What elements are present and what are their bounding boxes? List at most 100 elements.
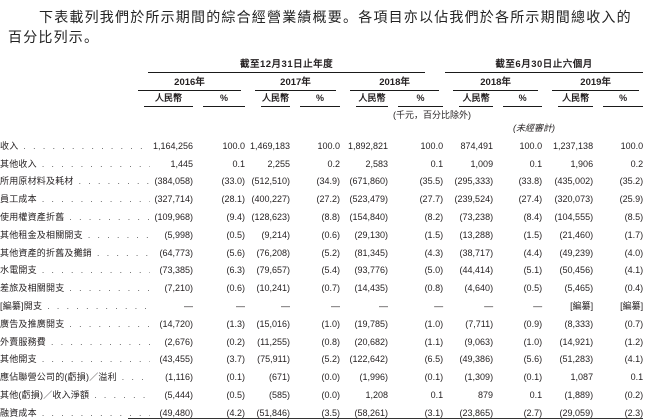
row-label: 融資成本 (0, 408, 37, 419)
cell-value: [編纂] (620, 300, 644, 311)
cell-value: 874,491 (460, 140, 494, 151)
cell-value: (5.6) (226, 247, 245, 258)
cell-value: (10,241) (256, 283, 290, 294)
cell-value: (5,998) (164, 229, 193, 240)
intro-paragraph: 下表載列我們於所示期間的綜合經營業績概要。各項目亦以佔我們於各所示期間總收入的 … (8, 9, 632, 45)
cell-value: (23,865) (443, 399, 494, 419)
cell-value: (154,840) (349, 211, 388, 222)
cell-value: (13,288) (459, 229, 494, 240)
cell-value: (3.7) (226, 354, 245, 365)
dot-leader: . . . . . . . . . . . . . . . . . . . . … (69, 284, 150, 293)
cell-value: (327,714) (154, 194, 193, 205)
dot-leader: . . . . . . . . . . . . . . . . . . . . … (41, 409, 150, 418)
cell-value: (0.0) (321, 372, 340, 383)
cell-value: (109,968) (154, 211, 193, 222)
cell-value: 0.1 (630, 372, 644, 383)
row-label: 其他開支 (0, 354, 37, 365)
cell-value: (1,996) (359, 372, 388, 383)
cell-value: — (484, 300, 494, 311)
cell-value: 1,469,183 (249, 140, 290, 151)
cell-value: 100.0 (420, 140, 444, 151)
dot-leader: . . . . . . . . . . . . . . . . . . . . … (41, 195, 150, 204)
cell-value: (64,773) (159, 247, 193, 258)
dot-leader: . . . . . . . . . . . . . . . . . . . . … (41, 159, 150, 169)
cell-value: (5,465) (564, 283, 594, 294)
cell-value: (384,058) (154, 176, 193, 187)
cell-value: (79,657) (256, 265, 290, 276)
cell-value: (4.1) (624, 354, 644, 365)
cell-value: (19,785) (354, 318, 388, 329)
cell-value: — (184, 300, 193, 311)
cell-value: (34.9) (316, 176, 340, 187)
cell-value: (1,889) (564, 389, 594, 400)
row-label: 差旅及相關開支 (0, 283, 65, 294)
row-label: 廣告及推廣開支 (0, 318, 65, 329)
row-label-cell: 廣告及推廣開支 . . . . . . . . . . . . . . . . .… (0, 311, 150, 329)
cell-value: (29,130) (354, 229, 388, 240)
cell-value: (5.4) (321, 265, 340, 276)
dot-leader: . . . . . . . . . . . . . . . . . . . . … (47, 301, 150, 311)
cell-value: (8,333) (564, 318, 594, 329)
cell-value: 0.1 (430, 158, 444, 169)
row-label-cell: 所用原材料及耗材 . . . . . . . . . . . . . . . . … (0, 169, 150, 187)
row-label: 其他資產的折舊及攤銷 (0, 247, 93, 258)
cell-value: 1,892,821 (347, 140, 388, 151)
cell-value: (49,239) (559, 247, 594, 258)
cell-value: (1.1) (424, 336, 444, 347)
currency-header: 人民幣 (443, 91, 494, 107)
cell-value: (50,456) (559, 265, 594, 276)
cell-value: (8.2) (424, 211, 444, 222)
currency-header: 人民幣 (542, 91, 594, 107)
cell-value: (51,846) (245, 399, 290, 419)
cell-value: (4.1) (624, 265, 644, 276)
table-row: 其他(虧損)／收入淨額 . . . . . . . . . . . . . . .… (0, 382, 643, 400)
cell-value: [編纂] (570, 300, 594, 311)
cell-value: (1.2) (624, 336, 644, 347)
cell-value: (4.3) (424, 247, 444, 258)
row-label: 收入 (0, 140, 19, 151)
percent-header: % (193, 91, 245, 107)
row-label-cell: 外賣服務費 . . . . . . . . . . . . . . . . . .… (0, 329, 150, 347)
cell-value: 0.2 (327, 158, 340, 169)
currency-header: 人民幣 (245, 91, 290, 107)
cell-value: 2,255 (267, 158, 290, 169)
year-header-2018-interim: 2018年 (443, 73, 542, 91)
corner-cell (0, 91, 128, 107)
cell-value: 0.1 (232, 158, 245, 169)
table-row: 所用原材料及耗材 . . . . . . . . . . . . . . . . … (0, 169, 643, 187)
cell-value: (0.8) (424, 283, 444, 294)
cell-value: — (533, 300, 543, 311)
unit-note: (千元，百分比除外) (393, 110, 471, 120)
cell-value: — (281, 300, 290, 311)
cell-value: (0.5) (226, 389, 245, 400)
row-label: [編纂]開支 (0, 300, 43, 311)
table-row: 其他收入 . . . . . . . . . . . . . . . . . . … (0, 151, 643, 169)
dot-leader: . . . . . . . . . . . . . . . . . . . . … (78, 177, 150, 186)
row-label-cell: 應佔聯營公司的(虧損)／溢利 . . . . . . . . . . . . . … (0, 364, 150, 382)
cell-value: (8.4) (523, 211, 543, 222)
year-header-2016: 2016年 (128, 73, 245, 91)
row-label-cell: 差旅及相關開支 . . . . . . . . . . . . . . . . .… (0, 275, 150, 294)
cell-value: (25.9) (619, 194, 644, 205)
table-row: 其他資產的折舊及攤銷 . . . . . . . . . . . . . . . … (0, 240, 643, 258)
cell-value: 100.0 (222, 140, 245, 151)
cell-value: (3.1) (388, 399, 444, 419)
cell-value: (5.2) (321, 247, 340, 258)
cell-value: (3.5) (290, 399, 340, 419)
unaudited-note: (未經審計) (513, 123, 555, 133)
cell-value: 2,583 (365, 158, 388, 169)
cell-value: 879 (478, 389, 494, 400)
cell-value: (9.4) (226, 211, 245, 222)
cell-value: (14,921) (559, 336, 594, 347)
cell-value: (0.5) (226, 229, 245, 240)
row-label-cell: 收入 . . . . . . . . . . . . . . . . . . . … (0, 133, 150, 151)
cell-value: (523,479) (349, 194, 388, 205)
period-group-annual: 截至12月31日止年度 (128, 56, 443, 73)
cell-value: (1.3) (226, 318, 245, 329)
dot-leader: . . . . . . . . . . . . . . . . . . . . … (51, 337, 150, 347)
row-label-cell: 其他開支 . . . . . . . . . . . . . . . . . . … (0, 347, 150, 365)
cell-value: (0.5) (523, 283, 543, 294)
cell-value: (0.1) (226, 372, 245, 383)
cell-value: (0.0) (321, 389, 340, 400)
cell-value: (14,720) (159, 318, 193, 329)
